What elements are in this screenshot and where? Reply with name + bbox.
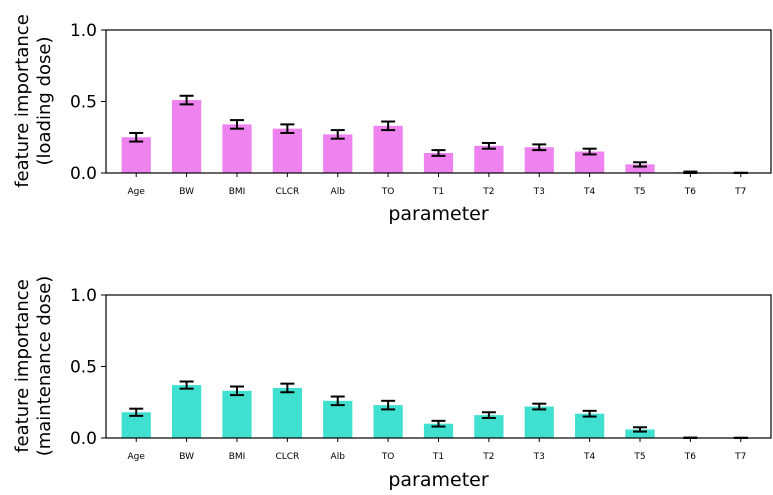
error-bar-t5 [633,426,648,433]
y-axis-label-line: (loading dose) [34,37,55,166]
x-tick-label: Alb [331,452,346,462]
x-tick-label: T5 [633,187,645,197]
x-tick-label: BW [179,187,194,197]
error-bar-bw [179,94,194,106]
y-tick-label: 1.0 [70,286,97,306]
error-bar-clcr [280,123,295,134]
error-bar-alb [330,395,345,407]
x-tick-label: T1 [432,187,444,197]
maintenance-dose-chart: 0.0 0.5 1.0 Age BW BMI CLCR Alb TO T1 T2 T3 T4 T5 T6 T7… [12,276,772,491]
bar-clcr [272,387,302,438]
bar-t3 [524,406,554,438]
bar-t1 [423,423,454,438]
error-bar-bmi [229,119,244,130]
x-tick-label: T2 [482,187,494,197]
y-tick-label: 0.0 [70,164,97,184]
y-axis-label-line: feature importance [12,14,33,188]
error-bar-t4 [582,409,597,418]
x-tick-label: T4 [583,187,595,197]
error-bar-to [381,120,396,132]
y-axis-label-line: feature importance [12,279,33,453]
bar-to [373,405,403,438]
bar-t2 [474,415,504,438]
x-tick-label: BW [179,452,194,462]
error-bar-t1 [431,149,446,157]
error-bar-clcr [280,382,295,394]
bar-alb [323,400,353,438]
error-bar-t3 [532,402,547,411]
bar-t4 [575,413,605,438]
x-tick-label: BMI [229,187,246,197]
bar-t2 [474,145,504,173]
x-tick-label: T6 [684,187,696,197]
plot-frame [105,294,772,439]
error-bar-alb [330,129,345,140]
y-axis-label-line: (maintenance dose) [34,276,55,457]
y-axis-label: feature importance(maintenance dose) [12,276,55,457]
error-bar-age [129,407,144,417]
x-tick-label: T3 [533,452,545,462]
error-bar-t2 [481,411,496,419]
bar-t5 [625,429,655,438]
y-tick-label: 0.5 [70,358,97,378]
bar-bmi [222,390,252,438]
loading-dose-chart: 0.0 0.5 1.0 Age BW BMI CLCR Alb TO T1 T2 T3 T4 T5 T6 T7… [12,14,772,225]
x-tick-label: Age [128,452,146,462]
bar-t3 [524,147,554,173]
error-bar-t2 [481,141,496,150]
x-tick-label: T2 [482,452,494,462]
y-tick-label: 0.0 [70,429,97,449]
error-bar-age [129,131,144,143]
bar-t5 [625,164,655,173]
error-bar-t4 [582,147,597,156]
error-bar-t5 [633,161,648,168]
x-tick-label: T7 [734,452,746,462]
bar-clcr [272,128,302,173]
y-tick-label: 0.5 [70,93,97,113]
bar-to [373,125,403,173]
x-tick-label: T1 [432,452,444,462]
x-tick-label: CLCR [275,452,299,462]
x-tick-label: Alb [331,187,346,197]
x-tick-label: T4 [583,452,595,462]
bar-bw [171,100,202,173]
x-tick-label: TO [381,452,395,462]
bar-t4 [575,151,605,173]
bar-alb [323,134,353,173]
x-tick-label: T5 [633,452,645,462]
x-tick-label: T7 [734,187,746,197]
x-tick-label: T6 [684,452,696,462]
error-bar-to [381,399,396,411]
error-bar-bmi [229,385,244,397]
x-tick-label: TO [381,187,395,197]
bar-bw [171,385,202,438]
error-bar-bw [179,380,194,390]
bar-bmi [222,124,252,173]
y-tick-label: 1.0 [70,21,97,41]
bar-age [121,137,151,173]
x-axis-label: parameter [388,203,488,225]
error-bar-t3 [532,143,547,152]
x-tick-label: Age [128,187,146,197]
x-tick-label: T3 [533,187,545,197]
error-bar-t1 [431,419,446,428]
x-tick-label: BMI [229,452,246,462]
bar-t1 [423,152,454,173]
x-tick-label: CLCR [275,187,299,197]
y-axis-label: feature importance(loading dose) [12,14,55,188]
x-axis-label: parameter [388,469,488,491]
